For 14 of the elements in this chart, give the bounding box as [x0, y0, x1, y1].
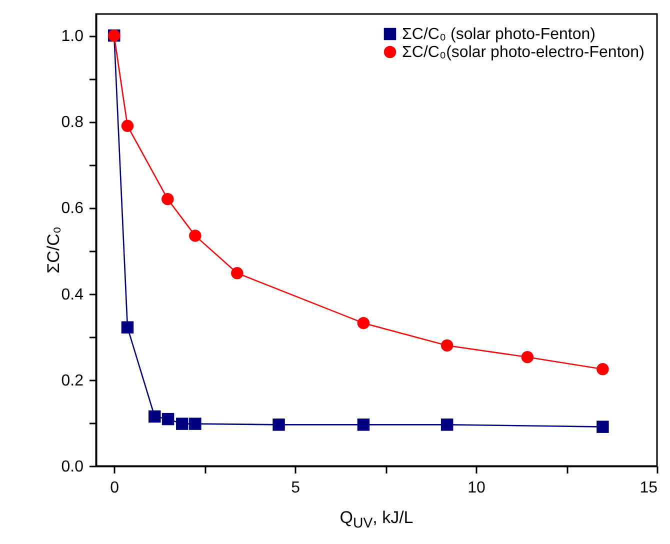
legend-label: ΣC/C₀(solar photo-electro-Fenton) — [402, 44, 644, 61]
x-tick-label: 0 — [110, 480, 120, 496]
x-axis-title: Q$_{UV}$, kJ/L — [338, 508, 414, 532]
x-tick-label: 15 — [640, 480, 658, 496]
x-tick-label: 10 — [468, 480, 486, 496]
y-tick-label: 0.0 — [61, 458, 84, 476]
x-tick-label: 5 — [291, 480, 300, 496]
y-tick-label: 0.6 — [61, 200, 84, 218]
y-tick-label: 0.8 — [61, 114, 84, 132]
y-tick-label: 0.2 — [61, 372, 84, 390]
y-tick-label: 1.0 — [61, 28, 84, 46]
y-tick-label: 0.4 — [61, 286, 84, 304]
y-axis-title: ΣC/C₀ — [44, 226, 63, 274]
legend-label: ΣC/C₀ (solar photo-Fenton) — [402, 26, 596, 43]
